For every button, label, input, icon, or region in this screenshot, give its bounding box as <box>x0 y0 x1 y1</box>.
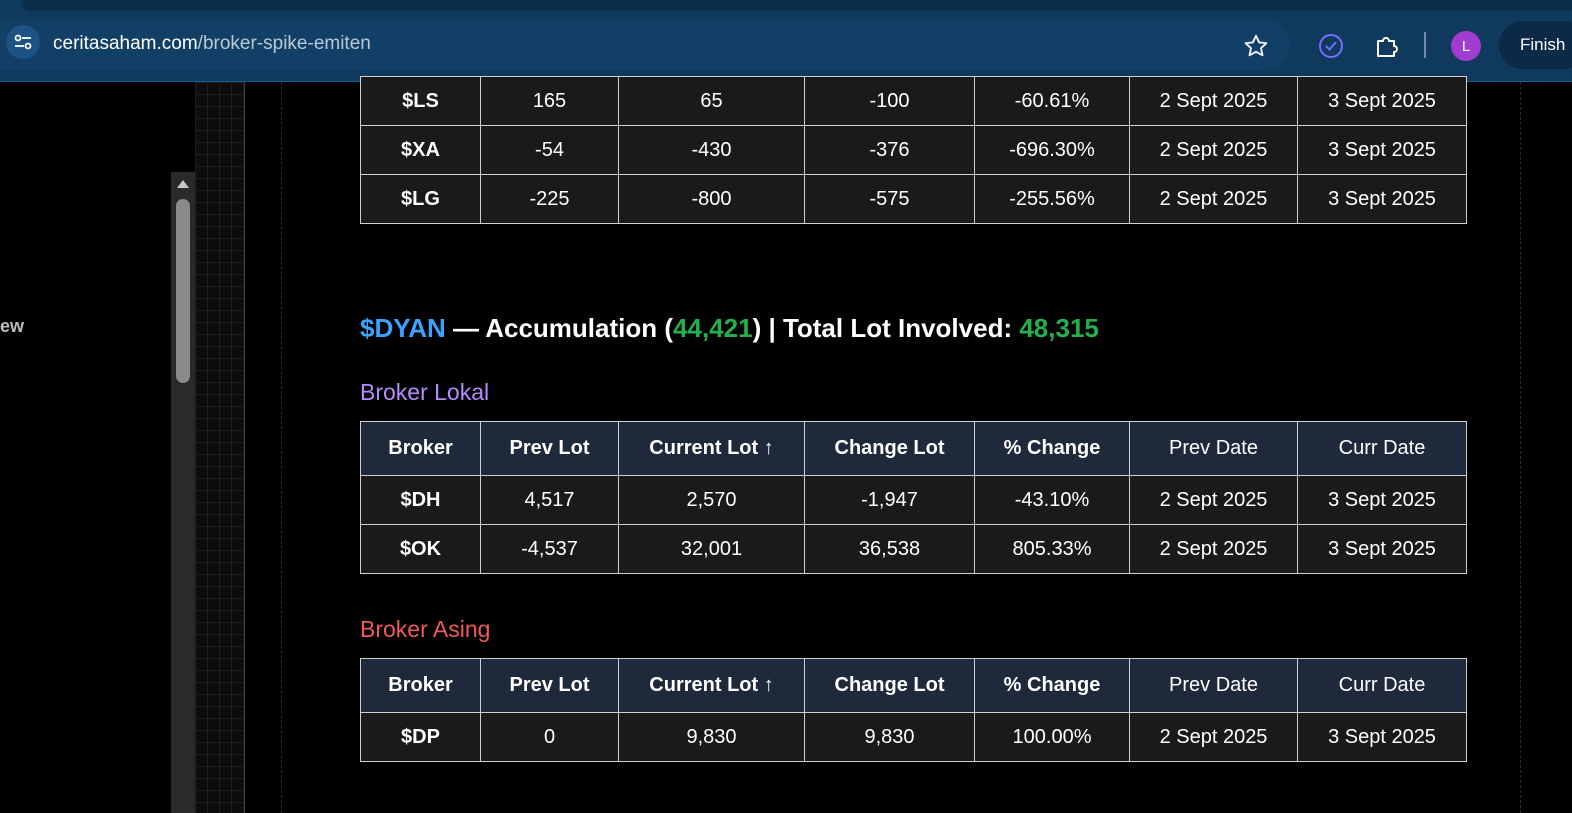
site-settings-icon[interactable] <box>6 25 40 59</box>
cell-prev-date: 2 Sept 2025 <box>1129 174 1298 224</box>
cell-change-lot: -100 <box>804 76 975 126</box>
cell-prev-date: 2 Sept 2025 <box>1129 76 1298 126</box>
cell-broker[interactable]: $XA <box>360 125 481 175</box>
cell-prev-lot: 0 <box>480 712 619 762</box>
cell-prev-lot: -54 <box>480 125 619 175</box>
cell-prev-lot: -4,537 <box>480 524 619 574</box>
total-lot-value: 48,315 <box>1019 313 1099 343</box>
cell-pct-change: -696.30% <box>974 125 1130 175</box>
url-path: /broker-spike-emiten <box>197 33 371 54</box>
cell-prev-date: 2 Sept 2025 <box>1129 475 1298 525</box>
finish-button[interactable]: Finish <box>1499 21 1572 69</box>
grid-background <box>195 82 245 813</box>
cell-curr-date: 3 Sept 2025 <box>1297 174 1467 224</box>
cell-broker[interactable]: $DP <box>360 712 481 762</box>
column-header-prev-date: Prev Date <box>1129 421 1298 476</box>
cell-prev-date: 2 Sept 2025 <box>1129 712 1298 762</box>
cell-broker[interactable]: $LG <box>360 174 481 224</box>
column-header-prev-lot: Prev Lot <box>480 421 619 476</box>
extensions-puzzle-icon[interactable] <box>1373 32 1401 60</box>
scroll-up-arrow-icon[interactable] <box>177 180 189 188</box>
scrollbar-thumb[interactable] <box>176 199 190 383</box>
column-header-curr-date: Curr Date <box>1297 421 1467 476</box>
cell-current-lot: -800 <box>618 174 805 224</box>
cell-change-lot: 9,830 <box>804 712 975 762</box>
cell-current-lot: 2,570 <box>618 475 805 525</box>
broker-asing-heading: Broker Asing <box>360 616 491 642</box>
extension-check-icon[interactable] <box>1317 32 1345 60</box>
table-row: $DH 4,517 2,570 -1,947 -43.10% 2 Sept 2025 3 S… <box>360 475 1467 525</box>
browser-toolbar: ceritasaham.com/broker-spike-emiten L Fi… <box>0 0 1572 82</box>
divider <box>1520 82 1521 813</box>
column-header-change-lot: Change Lot <box>804 421 975 476</box>
table-row: $OK -4,537 32,001 36,538 805.33% 2 Sept 2025 3… <box>360 524 1467 574</box>
cell-current-lot: 65 <box>618 76 805 126</box>
table-row: $DP 0 9,830 9,830 100.00% 2 Sept 2025 3 Sept 2… <box>360 712 1467 762</box>
url-text[interactable]: ceritasaham.com/broker-spike-emiten <box>53 33 371 55</box>
cell-prev-lot: -225 <box>480 174 619 224</box>
stock-ticker[interactable]: $DYAN <box>360 313 446 343</box>
tab-strip <box>22 0 1572 11</box>
url-host: ceritasaham.com <box>53 33 198 54</box>
broker-lokal-heading: Broker Lokal <box>360 379 490 405</box>
column-header-current-lot[interactable]: Current Lot ↑ <box>618 421 805 476</box>
sidebar-partial-label[interactable]: ew <box>0 316 25 336</box>
cell-change-lot: 36,538 <box>804 524 975 574</box>
column-header-prev-date: Prev Date <box>1129 658 1298 713</box>
cell-current-lot: -430 <box>618 125 805 175</box>
cell-prev-date: 2 Sept 2025 <box>1129 125 1298 175</box>
column-header-broker: Broker <box>360 421 481 476</box>
column-header-current-lot[interactable]: Current Lot ↑ <box>618 658 805 713</box>
toolbar-separator <box>1424 32 1426 58</box>
table-row: $LG -225 -800 -575 -255.56% 2 Sept 2025 3 Sept… <box>360 174 1467 224</box>
address-bar[interactable] <box>0 20 1290 70</box>
profile-avatar[interactable]: L <box>1451 31 1481 61</box>
cell-curr-date: 3 Sept 2025 <box>1297 524 1467 574</box>
scrollbar[interactable] <box>171 172 195 813</box>
cell-pct-change: 100.00% <box>974 712 1130 762</box>
table-row: $LS 165 65 -100 -60.61% 2 Sept 2025 3 Sept 202… <box>360 76 1467 126</box>
accumulation-value: 44,421 <box>673 313 753 343</box>
cell-change-lot: -1,947 <box>804 475 975 525</box>
cell-pct-change: -60.61% <box>974 76 1130 126</box>
cell-broker[interactable]: $OK <box>360 524 481 574</box>
table-row: $XA -54 -430 -376 -696.30% 2 Sept 2025 3 Sept … <box>360 125 1467 175</box>
cell-broker[interactable]: $DH <box>360 475 481 525</box>
cell-current-lot: 9,830 <box>618 712 805 762</box>
cell-pct-change: -43.10% <box>974 475 1130 525</box>
column-header-curr-date: Curr Date <box>1297 658 1467 713</box>
cell-curr-date: 3 Sept 2025 <box>1297 712 1467 762</box>
stock-summary-heading: $DYAN — Accumulation (44,421) | Total Lo… <box>360 313 1099 343</box>
cell-broker[interactable]: $LS <box>360 76 481 126</box>
broker-table-previous: $LS 165 65 -100 -60.61% 2 Sept 2025 3 Sept 202… <box>360 76 1467 224</box>
cell-curr-date: 3 Sept 2025 <box>1297 76 1467 126</box>
cell-curr-date: 3 Sept 2025 <box>1297 475 1467 525</box>
broker-asing-table: Broker Prev Lot Current Lot ↑ Change Lot% C… <box>360 658 1467 762</box>
column-header-pct-change: % Change <box>974 421 1130 476</box>
bookmark-star-icon[interactable] <box>1243 33 1269 59</box>
cell-curr-date: 3 Sept 2025 <box>1297 125 1467 175</box>
cell-prev-lot: 165 <box>480 76 619 126</box>
cell-change-lot: -376 <box>804 125 975 175</box>
cell-prev-date: 2 Sept 2025 <box>1129 524 1298 574</box>
column-header-change-lot: Change Lot <box>804 658 975 713</box>
column-header-pct-change: % Change <box>974 658 1130 713</box>
column-header-broker: Broker <box>360 658 481 713</box>
cell-pct-change: -255.56% <box>974 174 1130 224</box>
cell-pct-change: 805.33% <box>974 524 1130 574</box>
divider <box>281 82 282 813</box>
column-header-prev-lot: Prev Lot <box>480 658 619 713</box>
broker-lokal-table: Broker Prev Lot Current Lot ↑ Change Lot% C… <box>360 421 1467 574</box>
cell-prev-lot: 4,517 <box>480 475 619 525</box>
cell-change-lot: -575 <box>804 174 975 224</box>
cell-current-lot: 32,001 <box>618 524 805 574</box>
